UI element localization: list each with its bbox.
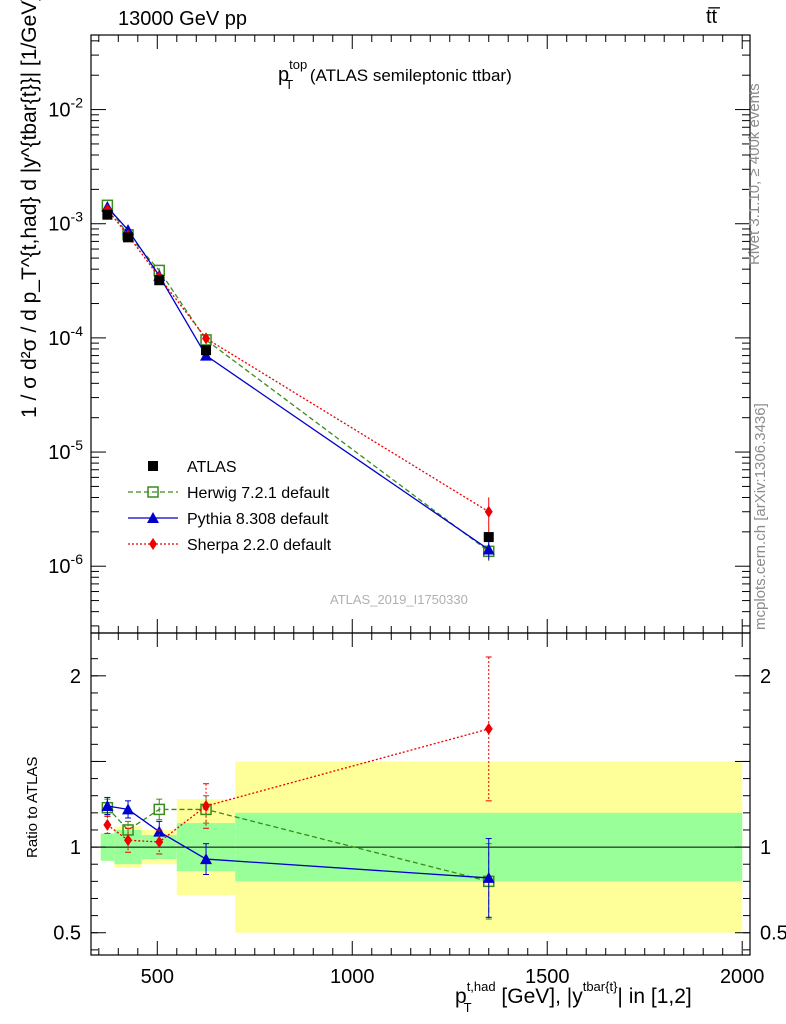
- legend: ATLAS Herwig 7.2.1 default Pythia 8.308 de…: [128, 459, 332, 554]
- x-tick-label: 2000: [720, 966, 765, 988]
- ratio-y-tick-label-right: 2: [760, 666, 771, 688]
- main-series-herwig: [101, 199, 495, 561]
- ratio-marker-pythia: [101, 799, 114, 811]
- series-marker-sherpa: [202, 332, 211, 345]
- mcplots-label: mcplots.cern.ch [arXiv:1306.3436]: [752, 403, 769, 630]
- ratio-plot-frame: [90, 632, 751, 956]
- data-marker-atlas: [201, 345, 212, 356]
- ratio-y-tick-label: 1: [70, 837, 81, 859]
- main-y-axis-title: 1 / σ d²σ / d p_T^{t,had} d |y^{tbar{t}}…: [18, 0, 41, 418]
- series-marker-pythia: [482, 543, 495, 555]
- x-axis-ticks: 500 1000 1500 2000: [98, 35, 765, 988]
- ratio-marker-sherpa: [103, 818, 112, 831]
- legend-marker-sherpa: [149, 538, 157, 550]
- ratio-marker-sherpa: [124, 834, 133, 847]
- main-y-axis-ticks: 10-6 10-5 10-4 10-3 10-2: [48, 40, 750, 627]
- legend-label-herwig: Herwig 7.2.1 default: [187, 485, 330, 502]
- ratio-marker-sherpa: [484, 722, 493, 735]
- legend-label-sherpa: Sherpa 2.2.0 default: [187, 537, 332, 554]
- ratio-marker-sherpa: [202, 799, 211, 812]
- ratio-y-axis-ticks: 0.5 0.5 1 1 2 2: [53, 658, 786, 951]
- ratio-y-tick-label-right: 0.5: [760, 923, 786, 945]
- x-tick-label: 1000: [330, 966, 375, 988]
- main-series-atlas: [102, 209, 494, 543]
- ratio-marker-pythia: [200, 853, 213, 865]
- y-tick-label: 10-5: [48, 437, 83, 464]
- header-process-label: tt̅: [706, 6, 718, 28]
- ratio-marker-pythia: [482, 871, 495, 883]
- data-marker-atlas: [102, 209, 113, 220]
- legend-marker-pythia: [147, 512, 159, 523]
- ratio-marker-herwig: [153, 803, 165, 816]
- data-marker-atlas: [123, 232, 134, 243]
- main-series-sherpa: [103, 203, 493, 533]
- series-line-sherpa: [106, 209, 490, 513]
- main-series-pythia: [101, 201, 495, 560]
- x-tick-label: 1500: [525, 966, 570, 988]
- x-tick-label: 500: [141, 966, 174, 988]
- ratio-y-tick-label-right: 1: [760, 837, 771, 859]
- legend-label-pythia: Pythia 8.308 default: [187, 511, 329, 528]
- series-marker-sherpa: [484, 505, 493, 518]
- rivet-version-label: Rivet 3.1.10, ≥ 400k events: [746, 83, 763, 265]
- ratio-y-axis-title: Ratio to ATLAS: [24, 756, 41, 858]
- ratio-series-sherpa: [103, 656, 493, 855]
- data-marker-atlas: [154, 275, 165, 286]
- y-tick-label: 10-2: [48, 95, 83, 122]
- plot-title: ptopT (ATLAS semileptonic ttbar): [278, 57, 512, 92]
- ratio-y-tick-label: 0.5: [53, 923, 81, 945]
- ratio-marker-pythia: [122, 803, 135, 815]
- y-tick-label: 10-3: [48, 209, 83, 236]
- legend-marker-atlas: [148, 461, 158, 471]
- header-collision-label: 13000 GeV pp: [118, 8, 247, 30]
- x-axis-title: pt,hadT [GeV], |ytbar{t}| in [1,2]: [455, 979, 692, 1015]
- ratio-marker-sherpa: [155, 835, 164, 848]
- data-marker-atlas: [483, 532, 494, 543]
- legend-label-atlas: ATLAS: [187, 459, 237, 476]
- y-tick-label: 10-6: [48, 551, 83, 578]
- analysis-watermark: ATLAS_2019_I1750330: [330, 592, 468, 607]
- ratio-y-tick-label: 2: [70, 666, 81, 688]
- legend-marker-herwig: [147, 486, 159, 498]
- y-tick-label: 10-4: [48, 323, 83, 350]
